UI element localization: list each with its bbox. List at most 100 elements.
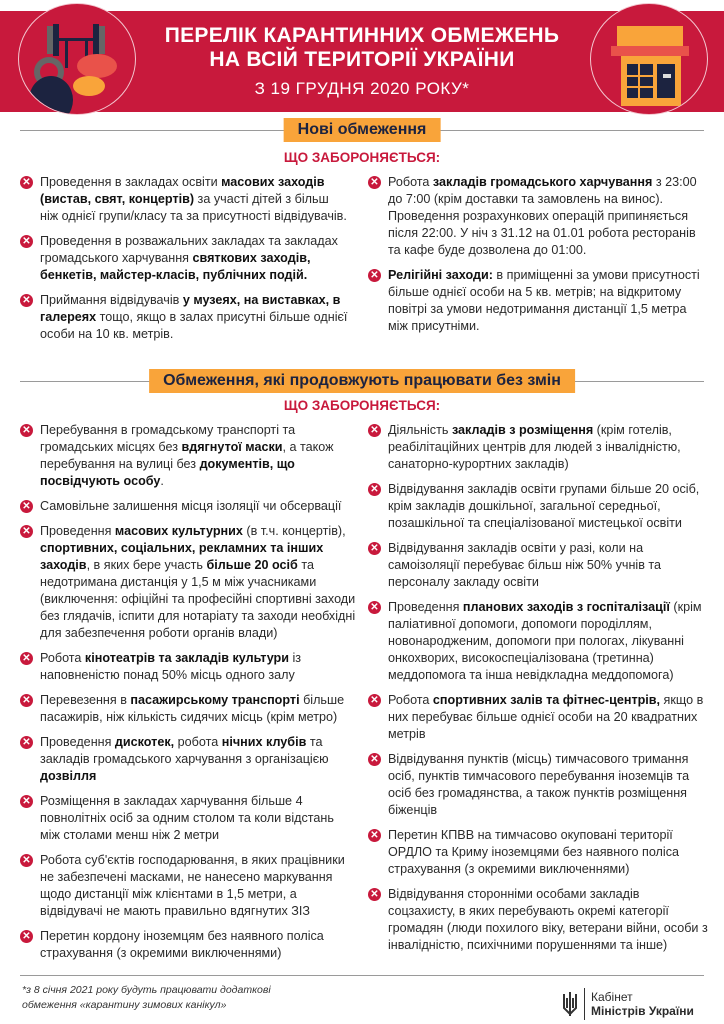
restriction-item: ✕ Відвідування сторонніми особами закладі… [368, 886, 708, 954]
title-line-2: НА ВСІЙ ТЕРИТОРІЇ УКРАЇНИ [209, 48, 515, 71]
prohibited-x-icon: ✕ [368, 542, 381, 555]
trident-icon [563, 992, 577, 1016]
logo-line-1: Кабінет [591, 990, 633, 1004]
text: , а також перебування на вулиці без [40, 440, 334, 471]
gym-equipment-icon [18, 3, 136, 115]
restriction-item: ✕ Перетин кордону іноземцям без наявного … [20, 928, 356, 962]
prohibited-x-icon: ✕ [368, 888, 381, 901]
bold-text: святкових заходів, бенкетів, майстер-кла… [40, 251, 311, 282]
prohibited-x-icon: ✕ [368, 483, 381, 496]
footnote-line-2: обмеження «карантину зимових канікул» [22, 999, 227, 1011]
text: більше пасажирів, ніж кількість сидячих … [40, 693, 345, 724]
text: Діяльність [388, 423, 452, 437]
text: Відвідування закладів освіти у разі, кол… [388, 541, 662, 589]
restriction-item: ✕ Робота кінотеатрів та закладів культури… [20, 650, 356, 684]
prohibited-x-icon: ✕ [20, 694, 33, 707]
text: за участі дітей з більш ніж однієї групи… [40, 192, 347, 223]
section-subtitle: ЩО ЗАБОРОНЯЄТЬСЯ: [283, 150, 441, 165]
logo-separator [584, 988, 585, 1020]
restriction-item: ✕ Відвідування закладів освіти у разі, ко… [368, 540, 708, 591]
bold-text: документів, що посвідчують особу [40, 457, 295, 488]
bold-text: пасажирському транспорті [130, 693, 300, 707]
prohibited-x-icon: ✕ [20, 525, 33, 538]
restriction-item: ✕ Приймання відвідувачів у музеях, на вис… [20, 292, 350, 343]
new-restrictions-left: ✕ Проведення в закладах освіти масових за… [20, 174, 350, 351]
prohibited-x-icon: ✕ [20, 652, 33, 665]
text: Самовільне залишення місця ізоляції чи о… [40, 499, 342, 513]
prohibited-x-icon: ✕ [20, 176, 33, 189]
text: тощо, якщо в залах присутні більше одніє… [40, 310, 348, 341]
prohibited-x-icon: ✕ [368, 176, 381, 189]
text: в приміщенні за умови присутності більше… [388, 268, 700, 333]
footer-divider [20, 975, 704, 976]
text: Перетин КПВВ на тимчасово окуповані тери… [388, 828, 679, 876]
text: Розміщення в закладах харчування більше … [40, 794, 334, 842]
prohibited-x-icon: ✕ [20, 736, 33, 749]
text: (крім готелів, реабілітаційних центрів д… [388, 423, 681, 471]
text: Відвідування пунктів (місць) тимчасового… [388, 752, 690, 817]
bold-text: спортивних залів та фітнес-центрів, [432, 693, 661, 707]
section-title: Обмеження, які продовжують працювати без… [149, 369, 575, 393]
bold-text: кінотеатрів та закладів культури [84, 651, 289, 665]
restriction-item: ✕ Розміщення в закладах харчування більше… [20, 793, 356, 844]
restriction-item: ✕ Проведення в закладах освіти масових за… [20, 174, 350, 225]
restriction-item: ✕ Проведення в розважальних закладах та з… [20, 233, 350, 284]
restriction-item: ✕ Перебування в громадському транспорті т… [20, 422, 356, 490]
restriction-item: ✕ Релігійні заходи: в приміщенні за умови… [368, 267, 706, 335]
new-restrictions-right: ✕ Робота закладів громадського харчування… [368, 174, 706, 343]
bold-text: більше 20 осіб [206, 558, 298, 572]
text: та недотримана дистанція у 1,5 м між уча… [40, 558, 356, 640]
bold-text: дозвілля [40, 769, 97, 783]
restriction-item: ✕ Проведення планових заходів з госпіталі… [368, 599, 708, 684]
prohibited-x-icon: ✕ [20, 235, 33, 248]
text: Проведення в розважальних закладах та за… [40, 234, 338, 265]
title-date: З 19 ГРУДНЯ 2020 РОКУ* [254, 79, 470, 98]
cabinet-logo: Кабінет Міністрів України [562, 988, 694, 1020]
text: , в яких бере участь [86, 558, 207, 572]
text: Відвідування сторонніми особами закладів… [388, 887, 708, 952]
restriction-item: ✕ Проведення дискотек, робота нічних клуб… [20, 734, 356, 785]
text: Відвідування закладів освіти групами біл… [388, 482, 700, 530]
text: Проведення [40, 735, 115, 749]
page-title: ПЕРЕЛІК КАРАНТИННИХ ОБМЕЖЕНЬ НА ВСІЙ ТЕР… [140, 24, 584, 102]
section-title: Нові обмеження [283, 118, 441, 142]
prohibited-x-icon: ✕ [20, 795, 33, 808]
shop-storefront-icon [590, 3, 708, 115]
bold-text: закладів з розміщення [451, 423, 594, 437]
text: Робота [388, 693, 433, 707]
prohibited-x-icon: ✕ [20, 854, 33, 867]
section-subtitle: ЩО ЗАБОРОНЯЄТЬСЯ: [283, 398, 441, 413]
restriction-item: ✕ Відвідування пунктів (місць) тимчасовог… [368, 751, 708, 819]
prohibited-x-icon: ✕ [368, 753, 381, 766]
text: Приймання відвідувачів [40, 293, 183, 307]
text: . [160, 474, 164, 488]
bold-text: Релігійні заходи: [388, 268, 493, 282]
prohibited-x-icon: ✕ [20, 500, 33, 513]
logo-line-2: Міністрів України [591, 1004, 694, 1018]
bold-text: закладів громадського харчування [432, 175, 653, 189]
text: з 23:00 до 7:00 (крім доставки та замовл… [388, 175, 697, 257]
text: Проведення в закладах освіти [40, 175, 222, 189]
text: із наповненістю понад 50% місць одного з… [40, 651, 302, 682]
title-line-1: ПЕРЕЛІК КАРАНТИННИХ ОБМЕЖЕНЬ [164, 24, 560, 47]
text: робота [174, 735, 222, 749]
text: (в т.ч. концертів), [242, 524, 346, 538]
bold-text: дискотек, [114, 735, 175, 749]
prohibited-x-icon: ✕ [368, 829, 381, 842]
prohibited-x-icon: ✕ [368, 694, 381, 707]
restriction-item: ✕ Робота спортивних залів та фітнес-центр… [368, 692, 708, 743]
text: Проведення [40, 524, 115, 538]
restriction-item: ✕ Перевезення в пасажирському транспорті … [20, 692, 356, 726]
text: Перебування в громадському транспорті та… [40, 423, 296, 454]
bold-text: у музеях, на виставках, в галереях [40, 293, 341, 324]
ongoing-restrictions-right: ✕ Діяльність закладів з розміщення (крім … [368, 422, 708, 962]
bold-text: планових заходів з госпіталізації [462, 600, 670, 614]
text: Робота [388, 175, 433, 189]
text: Робота [40, 651, 85, 665]
text: Робота суб'єктів господарювання, в яких … [40, 853, 345, 918]
prohibited-x-icon: ✕ [20, 294, 33, 307]
text: якщо в них перебуває більше однієї особи… [388, 693, 704, 741]
prohibited-x-icon: ✕ [368, 269, 381, 282]
text: Перетин кордону іноземцям без наявного п… [40, 929, 324, 960]
bold-text: масових культурних [114, 524, 243, 538]
